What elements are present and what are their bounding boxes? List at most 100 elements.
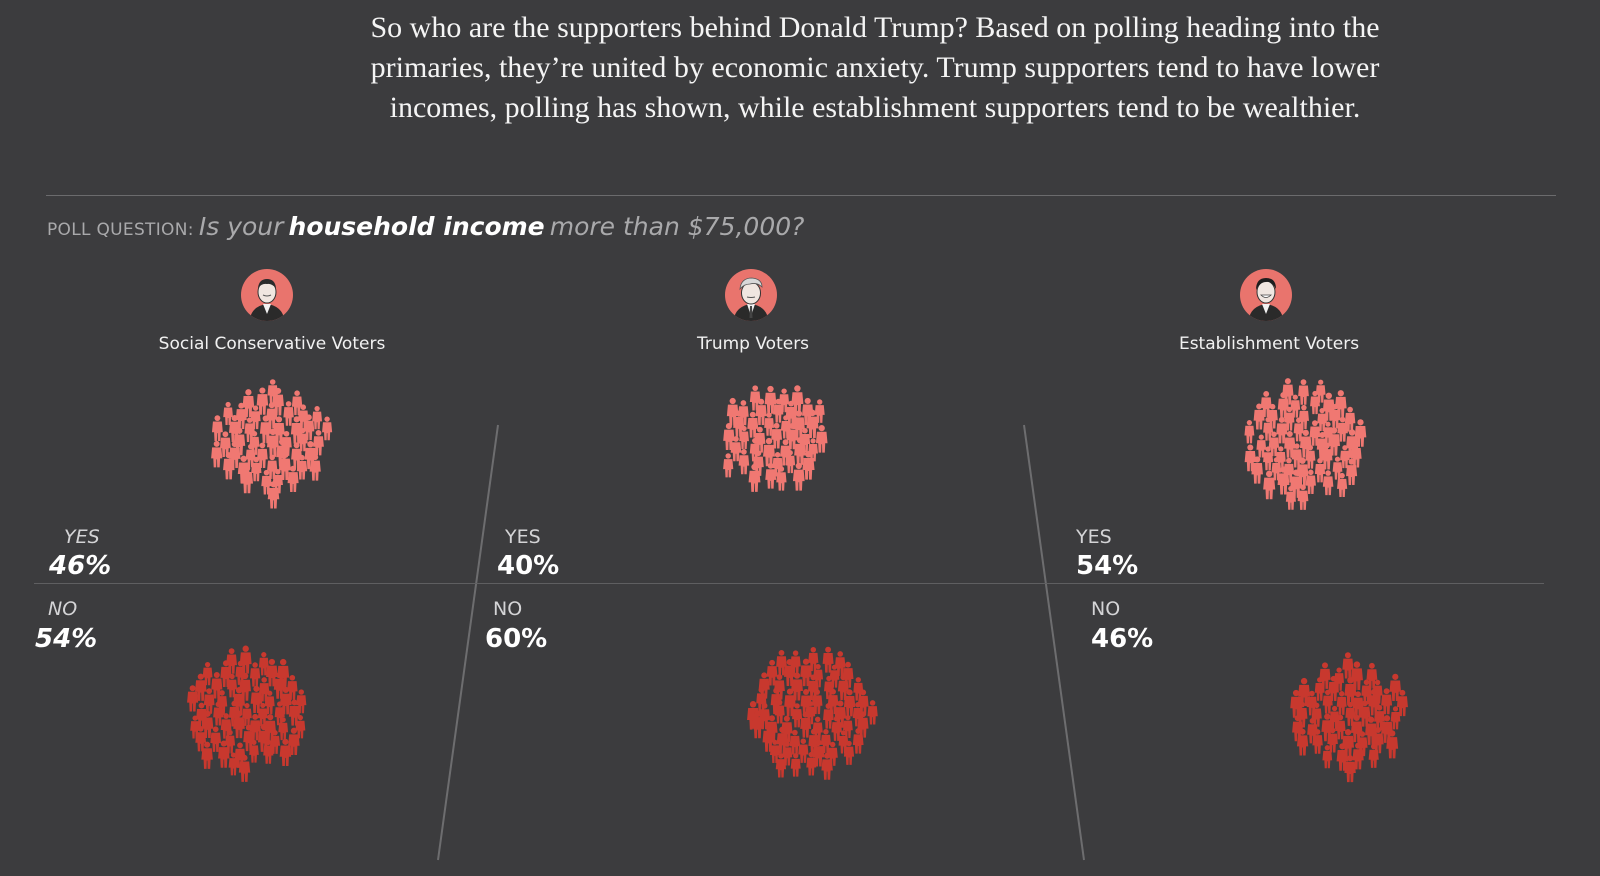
yes-figure-establishment-24 — [1354, 419, 1367, 447]
no-figure-trump-52 — [812, 739, 825, 767]
no-figure-trump-10 — [766, 659, 778, 686]
yes-figure-social-conservative-12 — [312, 405, 323, 430]
yes-figure-establishment-15 — [1253, 403, 1265, 430]
yes-figure-establishment-33 — [1305, 444, 1316, 469]
no-figure-trump-45 — [789, 729, 801, 755]
yes-figure-social-conservative-35 — [267, 454, 278, 480]
poll-question: POLL QUESTION: Is your household income … — [47, 212, 804, 241]
no-figure-trump-57 — [806, 751, 817, 776]
no-figure-trump-50 — [852, 728, 864, 754]
yes-figure-trump-39 — [748, 463, 761, 492]
no-figure-establishment-46 — [1344, 755, 1356, 783]
yes-figure-trump-34 — [738, 449, 750, 475]
no-figure-social-conservative-23 — [187, 685, 199, 712]
no-figure-trump-14 — [823, 675, 834, 700]
no-figure-establishment-6 — [1344, 677, 1357, 706]
no-figure-trump-60 — [775, 753, 787, 778]
yes-figure-trump-5 — [773, 398, 784, 423]
no-figure-social-conservative-3 — [258, 652, 269, 676]
no-figure-trump-13 — [791, 672, 803, 701]
yes-figure-social-conservative-5 — [291, 390, 303, 416]
no-figure-social-conservative-46 — [288, 727, 300, 755]
no-figure-establishment-9 — [1314, 677, 1325, 701]
no-figure-social-conservative-21 — [203, 688, 215, 714]
no-figure-social-conservative-49 — [218, 740, 230, 768]
yes-figure-trump-1 — [764, 385, 777, 414]
yes-figure-trump-35 — [802, 451, 815, 480]
yes-figure-establishment-16 — [1344, 406, 1356, 432]
yes-figure-establishment-19 — [1276, 416, 1288, 444]
no-figure-trump-30 — [774, 699, 785, 724]
panel-divider-left — [437, 424, 499, 861]
ted-cruz-portrait-icon — [241, 269, 293, 321]
yes-pct-social-conservative: 46% — [49, 551, 112, 581]
no-figure-establishment-13 — [1336, 691, 1347, 715]
yes-figure-establishment-22 — [1337, 416, 1348, 442]
yes-figure-social-conservative-39 — [296, 454, 308, 480]
no-figure-trump-3 — [822, 646, 834, 673]
yes-figure-trump-18 — [771, 422, 783, 449]
yes-figure-trump-17 — [806, 409, 819, 439]
yes-figure-establishment-36 — [1263, 446, 1274, 471]
yes-no-divider — [34, 583, 1544, 584]
yes-figure-establishment-46 — [1346, 458, 1358, 485]
yes-figure-establishment-42 — [1314, 457, 1326, 483]
group-label-trump: Trump Voters — [696, 334, 810, 354]
yes-figure-trump-25 — [763, 437, 775, 467]
yes-pct-trump: 40% — [497, 551, 560, 581]
no-pct-establishment: 46% — [1091, 624, 1154, 654]
yes-figure-trump-36 — [723, 453, 734, 478]
yes-figure-establishment-50 — [1322, 470, 1334, 496]
no-figure-establishment-43 — [1352, 742, 1364, 770]
yes-figure-trump-29 — [730, 436, 742, 462]
yes-figure-establishment-32 — [1291, 443, 1302, 468]
yes-figure-establishment-53 — [1297, 484, 1309, 510]
no-figure-trump-39 — [831, 715, 842, 741]
yes-label-establishment: YES — [1076, 526, 1112, 548]
poll-question-emphasis: household income — [288, 212, 545, 241]
yes-figure-social-conservative-46 — [267, 481, 280, 509]
no-figure-establishment-18 — [1381, 688, 1393, 715]
no-figure-social-conservative-43 — [210, 726, 222, 752]
no-pct-trump: 60% — [485, 624, 548, 654]
no-figure-trump-58 — [790, 753, 801, 777]
yes-figure-trump-28 — [794, 437, 806, 465]
no-label-trump: NO — [493, 598, 523, 620]
yes-figure-establishment-48 — [1305, 469, 1316, 494]
no-figure-establishment-12 — [1389, 673, 1402, 702]
yes-figure-social-conservative-11 — [223, 401, 233, 425]
no-figure-trump-55 — [769, 739, 780, 763]
yes-figure-establishment-49 — [1277, 466, 1290, 495]
no-figure-trump-56 — [843, 740, 855, 765]
no-figure-trump-42 — [751, 710, 764, 739]
no-figure-social-conservative-53 — [238, 754, 251, 782]
no-figure-social-conservative-48 — [249, 739, 259, 763]
no-figure-trump-59 — [821, 752, 833, 780]
no-figure-social-conservative-50 — [263, 739, 274, 764]
yes-figure-trump-12 — [764, 412, 775, 436]
yes-label-trump: YES — [505, 526, 541, 548]
marco-rubio-portrait-icon — [1240, 269, 1292, 321]
no-figure-social-conservative-37 — [278, 717, 289, 741]
no-figure-social-conservative-15 — [195, 673, 207, 701]
no-pct-social-conservative: 54% — [35, 624, 98, 654]
no-figure-establishment-27 — [1390, 706, 1401, 730]
yes-figure-establishment-14 — [1330, 403, 1341, 429]
no-figure-social-conservative-20 — [264, 690, 275, 715]
yes-figure-establishment-37 — [1340, 445, 1350, 469]
no-figure-trump-29 — [823, 703, 834, 729]
poll-question-post: more than $75,000? — [549, 212, 805, 241]
no-figure-establishment-20 — [1396, 689, 1408, 717]
no-label-establishment: NO — [1091, 598, 1121, 620]
no-figure-social-conservative-31 — [288, 699, 300, 726]
yes-figure-establishment-1 — [1298, 379, 1309, 405]
yes-figure-establishment-23 — [1244, 420, 1255, 444]
no-figure-establishment-45 — [1368, 743, 1379, 768]
yes-label-social-conservative: YES — [64, 526, 100, 548]
no-figure-social-conservative-39 — [295, 715, 306, 739]
yes-figure-social-conservative-41 — [309, 454, 321, 481]
no-figure-establishment-16 — [1368, 688, 1380, 716]
yes-figure-establishment-12 — [1317, 407, 1327, 432]
yes-figure-social-conservative-20 — [322, 416, 333, 441]
